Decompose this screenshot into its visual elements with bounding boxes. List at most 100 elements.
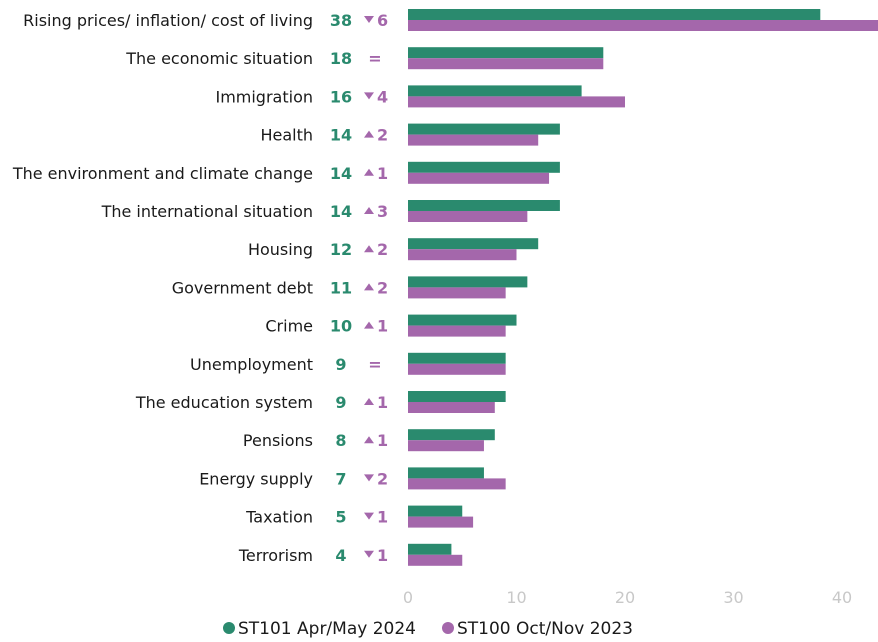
change-label: 2	[377, 126, 388, 145]
category-label: The environment and climate change	[12, 164, 313, 183]
arrow-up-icon	[364, 245, 374, 253]
arrow-up-icon	[364, 283, 374, 291]
value-label: 14	[330, 164, 352, 183]
category-label: Pensions	[243, 431, 313, 450]
bar-series-1-3	[408, 123, 560, 135]
bar-series-2-13	[408, 516, 474, 528]
arrow-up-icon	[364, 321, 374, 329]
bar-series-2-7	[408, 287, 506, 299]
arrow-down-icon	[364, 16, 374, 23]
bars-layer	[408, 9, 878, 566]
bar-series-1-11	[408, 429, 495, 441]
change-label: 1	[377, 508, 388, 527]
legend-swatch-series-2	[442, 622, 454, 634]
change-label: 2	[377, 469, 388, 488]
change-label: 1	[377, 317, 388, 336]
bar-series-1-1	[408, 47, 604, 59]
category-label: Taxation	[245, 508, 313, 527]
bar-series-1-4	[408, 161, 560, 173]
bar-series-2-14	[408, 554, 463, 566]
arrow-down-icon	[364, 550, 374, 558]
value-label: 9	[335, 393, 346, 412]
category-label: The education system	[135, 393, 313, 412]
category-label: Housing	[248, 240, 313, 259]
change-label: 2	[377, 278, 388, 297]
change-label: 1	[377, 546, 388, 565]
legend: ST101 Apr/May 2024 ST100 Oct/Nov 2023	[223, 619, 633, 639]
value-label: 14	[330, 126, 352, 145]
value-label: 4	[335, 546, 346, 565]
bar-series-1-2	[408, 85, 582, 97]
bar-series-1-13	[408, 505, 463, 517]
change-label: 3	[377, 202, 388, 221]
bar-series-1-14	[408, 543, 452, 555]
bar-series-2-10	[408, 402, 495, 413]
bar-series-2-2	[408, 96, 625, 108]
bar-series-1-5	[408, 200, 560, 211]
value-label: 16	[330, 87, 352, 106]
change-label: 6	[377, 11, 388, 30]
arrow-up-icon	[364, 168, 374, 176]
change-label: =	[368, 49, 381, 68]
value-label: 7	[335, 469, 346, 488]
x-tick-label: 20	[615, 588, 635, 607]
legend-swatch-series-1	[223, 622, 235, 634]
bar-series-1-9	[408, 352, 506, 364]
legend-label-series-2: ST100 Oct/Nov 2023	[457, 619, 633, 639]
category-label: Health	[260, 126, 313, 145]
change-label: 1	[377, 393, 388, 412]
change-label: =	[368, 355, 381, 374]
x-tick-label: 40	[832, 588, 852, 607]
bar-series-1-0	[408, 9, 821, 20]
value-label: 12	[330, 240, 352, 259]
arrow-up-icon	[364, 398, 374, 405]
bar-series-1-7	[408, 276, 528, 288]
arrow-up-icon	[364, 436, 374, 444]
category-label: Government debt	[172, 278, 313, 297]
category-label: Rising prices/ inflation/ cost of living	[23, 11, 313, 30]
bar-series-2-4	[408, 172, 550, 184]
category-label: Terrorism	[238, 546, 313, 565]
x-tick-label: 30	[723, 588, 743, 607]
bar-series-1-8	[408, 314, 517, 326]
arrow-down-icon	[364, 474, 374, 482]
bar-series-2-0	[408, 20, 878, 31]
bar-series-2-11	[408, 440, 484, 452]
value-label: 38	[330, 11, 352, 30]
bar-series-2-12	[408, 478, 506, 490]
arrow-up-icon	[364, 207, 374, 214]
value-label: 8	[335, 431, 346, 450]
bar-series-2-3	[408, 134, 539, 146]
change-label: 2	[377, 240, 388, 259]
bar-series-2-1	[408, 58, 604, 70]
bar-series-1-12	[408, 467, 484, 479]
value-label: 9	[335, 355, 346, 374]
arrow-down-icon	[364, 512, 374, 520]
bar-series-2-5	[408, 211, 528, 222]
category-label: Unemployment	[190, 355, 313, 374]
arrow-up-icon	[364, 130, 374, 138]
category-label: Crime	[265, 317, 313, 336]
legend-label-series-1: ST101 Apr/May 2024	[238, 619, 416, 639]
arrow-down-icon	[364, 92, 374, 100]
labels-layer: Rising prices/ inflation/ cost of living…	[12, 11, 388, 565]
category-label: Immigration	[215, 87, 313, 106]
change-label: 1	[377, 431, 388, 450]
value-label: 18	[330, 49, 352, 68]
bar-series-1-6	[408, 238, 539, 250]
x-axis-ticks: 0 10 20 30 40	[403, 588, 852, 607]
bar-series-1-10	[408, 391, 506, 402]
x-tick-label: 10	[506, 588, 526, 607]
bar-series-2-9	[408, 363, 506, 375]
category-label: The economic situation	[125, 49, 313, 68]
bar-series-2-6	[408, 249, 517, 261]
category-label: Energy supply	[199, 469, 313, 488]
value-label: 14	[330, 202, 352, 221]
change-label: 4	[377, 87, 388, 106]
change-label: 1	[377, 164, 388, 183]
bar-series-2-8	[408, 325, 506, 337]
value-label: 11	[330, 278, 352, 297]
value-label: 10	[330, 317, 352, 336]
x-tick-label: 0	[403, 588, 413, 607]
